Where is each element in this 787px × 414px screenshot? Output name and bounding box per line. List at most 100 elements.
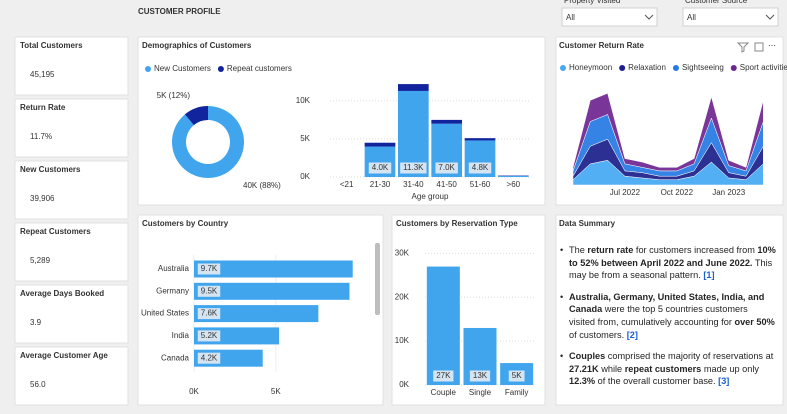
panel-title: Customer Return Rate xyxy=(559,41,644,50)
reference-link[interactable]: [2] xyxy=(626,329,638,340)
panel-title: Data Summary xyxy=(559,219,616,228)
y-tick-label: 10K xyxy=(296,96,311,105)
x-tick-label: 0K xyxy=(189,387,199,396)
y-tick-label: 10K xyxy=(395,336,410,345)
bar-segment xyxy=(398,84,429,91)
legend-swatch xyxy=(730,65,737,71)
panel xyxy=(14,284,129,344)
summary-bullet: The return rate for customers increased … xyxy=(560,244,776,282)
filter-label: Property Visited xyxy=(564,0,620,5)
x-axis-title: Age group xyxy=(412,192,449,201)
legend-swatch xyxy=(560,65,566,71)
x-tick-label: >60 xyxy=(507,180,521,189)
legend-swatch xyxy=(619,65,626,71)
data-label-bg xyxy=(197,330,221,342)
x-tick-label: 21-30 xyxy=(370,180,391,189)
bar-segment xyxy=(464,138,496,141)
data-label-bg xyxy=(435,162,458,174)
kpi-label: Repeat Customers xyxy=(20,227,91,236)
summary-text: 12.3% xyxy=(569,376,596,387)
kpi-value: 11.7% xyxy=(30,132,52,141)
bar xyxy=(194,305,319,323)
data-label-bg xyxy=(508,370,525,382)
kpi-label: Return Rate xyxy=(20,103,66,112)
data-label: 9.5K xyxy=(201,286,218,295)
bar xyxy=(194,282,350,300)
y-tick-label: India xyxy=(172,331,190,340)
filter-icon[interactable] xyxy=(736,42,750,53)
data-label: 4.0K xyxy=(372,163,389,172)
kpi-value: 39,906 xyxy=(30,194,55,203)
kpi-label: Average Customer Age xyxy=(20,351,108,360)
bar-segment xyxy=(364,142,396,147)
data-label: 4.8K xyxy=(472,163,489,172)
dropdown-value[interactable]: All xyxy=(687,13,696,22)
bar xyxy=(194,260,353,278)
y-tick-label: 0K xyxy=(300,172,310,181)
summary-text: of customers. xyxy=(569,329,627,340)
kpi-value: 3.9 xyxy=(30,318,42,327)
x-tick-label: Family xyxy=(505,388,529,397)
chevron[interactable] xyxy=(644,14,654,20)
x-tick-label: <21 xyxy=(340,180,354,189)
legend-swatch xyxy=(217,66,224,72)
data-label: 9.7K xyxy=(201,264,218,273)
bar-segment xyxy=(431,119,462,124)
dropdown[interactable] xyxy=(561,7,658,27)
panel-title: Customers by Country xyxy=(142,219,229,228)
x-tick-label: 41-50 xyxy=(436,180,457,189)
summary-text: made up only xyxy=(701,363,760,374)
kpi-label: Average Days Booked xyxy=(20,289,104,298)
dropdown-value[interactable]: All xyxy=(566,13,575,22)
x-tick-label: Jul 2022 xyxy=(610,188,641,197)
reference-link[interactable]: [1] xyxy=(703,270,715,281)
panel xyxy=(14,222,129,282)
donut-slice xyxy=(184,106,208,126)
legend-swatch xyxy=(672,65,679,71)
more-icon[interactable]: ⋯ xyxy=(768,41,776,50)
data-label: 7.6K xyxy=(201,309,218,318)
summary-text: for customers increased from xyxy=(633,245,758,255)
data-label: 27K xyxy=(436,371,451,380)
scrollbar[interactable] xyxy=(375,243,380,315)
y-tick-label: 5K xyxy=(300,134,310,143)
reference-link[interactable]: [3] xyxy=(718,376,730,387)
summary-text: The xyxy=(569,245,588,255)
summary-text: Australia, Germany, United States, India… xyxy=(569,291,765,315)
legend-label: Relaxation xyxy=(628,63,666,72)
expand-icon[interactable] xyxy=(754,42,764,52)
legend-label: Sport activities xyxy=(740,63,787,72)
y-tick-label: 0K xyxy=(399,380,409,389)
data-label: 5K xyxy=(512,371,522,380)
data-label-bg xyxy=(197,308,221,320)
data-label: 13K xyxy=(473,371,488,380)
data-label-bg xyxy=(469,370,491,382)
data-label: 4.2K xyxy=(201,353,218,362)
x-tick-label: 51-60 xyxy=(470,180,491,189)
x-tick-label: Jan 2023 xyxy=(712,188,745,197)
x-tick-label: Single xyxy=(469,388,492,397)
data-label: 5.2K xyxy=(201,331,218,340)
y-tick-label: Germany xyxy=(156,286,189,295)
filter-label: Customer Source xyxy=(685,0,748,5)
y-tick-label: 20K xyxy=(395,292,410,301)
data-label-bg xyxy=(368,162,392,174)
legend-label: Repeat customers xyxy=(227,64,292,73)
data-label: 11.3K xyxy=(403,163,424,172)
chevron[interactable] xyxy=(765,14,775,20)
panel-title: Demographics of Customers xyxy=(142,41,252,50)
kpi-value: 5,289 xyxy=(30,256,51,265)
summary-text: The return rate for customers increased … xyxy=(560,244,776,397)
summary-bullet: Australia, Germany, United States, India… xyxy=(560,291,776,341)
slice-label: 5K (12%) xyxy=(157,91,191,100)
dropdown[interactable] xyxy=(682,7,779,27)
summary-text: while xyxy=(598,363,625,374)
data-label-bg xyxy=(400,162,427,174)
x-tick-label: Oct 2022 xyxy=(661,188,694,197)
summary-text: return rate xyxy=(587,245,634,255)
data-label-bg xyxy=(197,263,221,275)
data-label-bg xyxy=(433,370,454,382)
legend-swatch xyxy=(145,66,151,72)
